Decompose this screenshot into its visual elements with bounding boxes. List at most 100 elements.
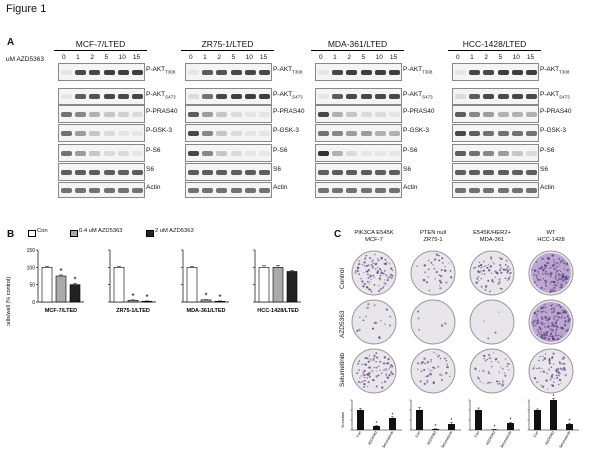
colony-dot <box>503 372 506 375</box>
blot-band <box>216 130 228 136</box>
colony-dot <box>544 306 547 309</box>
blot-band <box>131 111 143 117</box>
legend-swatch-con <box>28 230 36 237</box>
mini-bar <box>448 424 455 430</box>
colony-dot <box>430 361 432 363</box>
colony-dot <box>490 272 493 274</box>
blot-band <box>483 111 495 117</box>
colony-dot <box>444 322 447 325</box>
colony-dot <box>559 326 562 329</box>
colony-dot <box>500 266 502 269</box>
y-tick-label: 150 <box>27 248 36 254</box>
blot-band <box>188 94 200 99</box>
colony-dot <box>501 384 504 387</box>
colony-dot <box>357 380 361 384</box>
colony-dish <box>528 250 574 296</box>
colony-row-label: Selumetinib <box>339 353 346 387</box>
colony-dot <box>365 270 368 273</box>
colony-dot <box>566 264 568 266</box>
blot-band <box>346 94 358 99</box>
significance-mark: * <box>204 292 207 301</box>
colony-dot <box>565 276 568 279</box>
colony-dot <box>445 371 448 375</box>
blot-band <box>230 150 242 156</box>
colony-dot <box>541 316 543 318</box>
dose-tick-label: 5 <box>361 54 366 61</box>
colony-dot <box>551 303 554 306</box>
blot-row-label: Actin <box>540 184 555 191</box>
colony-dot <box>542 385 545 388</box>
mini-category-label: Selumetinib <box>500 431 513 449</box>
colony-dot <box>477 275 480 278</box>
colony-dot <box>486 358 489 361</box>
blot-band <box>455 130 467 136</box>
blot-band <box>318 169 330 175</box>
colony-dot <box>386 362 390 365</box>
colony-dot <box>372 262 375 264</box>
colony-dot <box>540 321 542 323</box>
blot-band <box>75 150 87 156</box>
colony-dot <box>424 271 427 274</box>
colony-dot <box>372 379 375 382</box>
colony-dot <box>389 273 393 276</box>
colony-dot <box>506 365 509 368</box>
colony-dot <box>562 309 565 312</box>
blot-band <box>103 111 115 117</box>
colony-dot <box>385 283 387 285</box>
blot-band <box>483 169 495 175</box>
colony-dot <box>380 372 383 375</box>
colony-dot <box>568 318 571 321</box>
colony-genotype: PIK3CA E545K <box>354 230 394 236</box>
colony-dot <box>367 360 370 363</box>
dose-tick-label: 15 <box>259 54 268 61</box>
colony-dot <box>363 385 366 388</box>
colony-dot <box>551 338 555 341</box>
colony-dot <box>538 367 541 370</box>
colony-dot <box>423 357 426 360</box>
colony-dot <box>565 312 568 315</box>
colony-dot <box>539 278 542 281</box>
colony-dot <box>501 383 505 386</box>
blot-band <box>75 169 87 175</box>
colony-dot <box>552 352 555 355</box>
mini-category-label: Selumetinib <box>559 431 572 449</box>
colony-dot <box>373 304 376 307</box>
colony-dot <box>488 372 491 375</box>
colony-dot <box>493 263 496 265</box>
colony-dot <box>363 369 366 372</box>
colony-dot <box>549 334 552 338</box>
colony-dot <box>390 276 393 279</box>
colony-dot <box>362 271 365 274</box>
colony-dot <box>551 356 554 360</box>
colony-dot <box>438 274 441 277</box>
colony-dot <box>383 263 385 265</box>
colony-dot <box>368 283 370 285</box>
blot-band <box>374 111 386 117</box>
blot-band <box>483 187 495 193</box>
colony-dot <box>441 257 444 260</box>
blot-band <box>117 130 129 136</box>
colony-dot <box>438 279 441 282</box>
blot-band <box>131 69 143 75</box>
blot-band <box>497 130 509 136</box>
colony-dot <box>372 259 375 261</box>
colony-dot <box>558 378 562 382</box>
dose-tick-label: 15 <box>526 54 535 61</box>
colony-dot <box>544 281 547 284</box>
mini-significance-mark: * <box>451 418 453 424</box>
colony-dot <box>502 380 504 382</box>
blot-band <box>483 150 495 156</box>
colony-dot <box>371 260 374 263</box>
colony-dot <box>478 261 481 264</box>
blot-band <box>360 130 372 136</box>
colony-row-label: Control <box>339 268 346 289</box>
colony-dot <box>427 268 430 271</box>
blot-band <box>188 130 200 136</box>
blot-band <box>346 150 358 156</box>
blot-band <box>131 150 143 156</box>
colony-dot <box>556 338 559 341</box>
blot-band <box>318 69 330 75</box>
colony-dish <box>410 348 456 394</box>
bar <box>113 267 125 303</box>
colony-dot <box>370 257 372 260</box>
